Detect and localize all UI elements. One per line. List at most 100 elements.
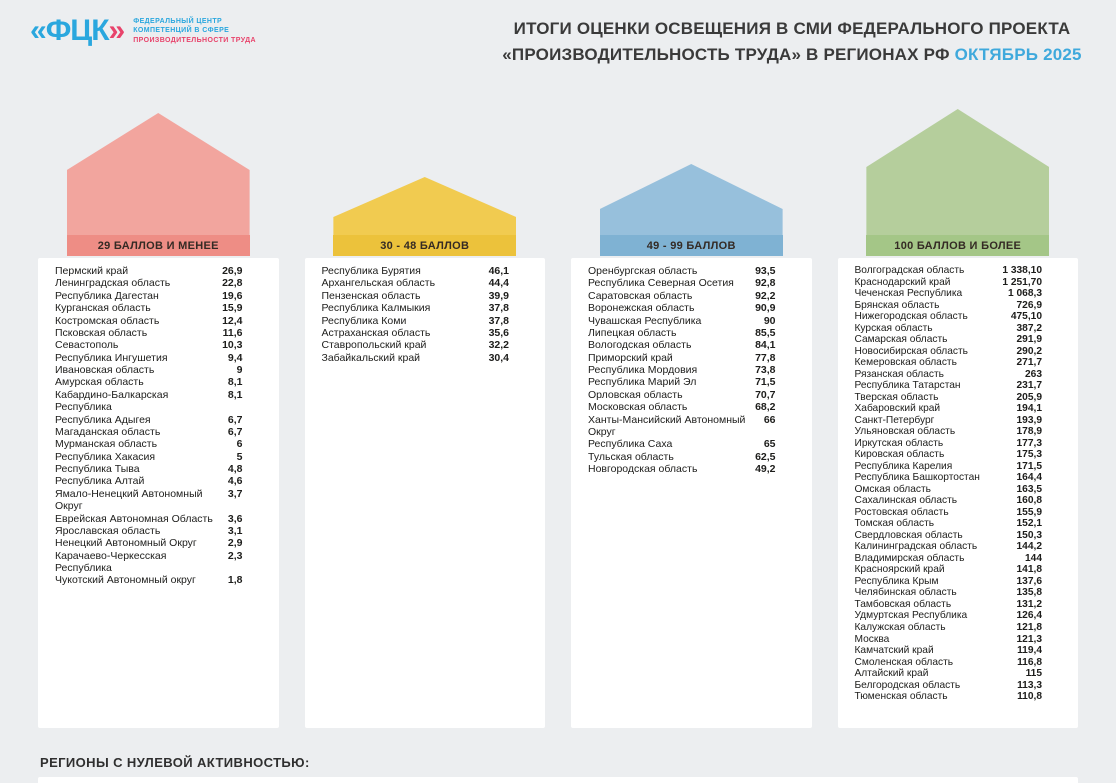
region-row: Ярославская область 3,1	[55, 525, 243, 537]
region-value: 135,8	[1016, 587, 1043, 599]
region-name: Липецкая область	[588, 326, 677, 339]
region-row: Липецкая область 85,5	[588, 327, 776, 339]
region-name: Амурская область	[55, 376, 144, 389]
region-row: Тульская область 62,5	[588, 451, 776, 463]
region-list: Волгоградская область 1 338,10 Краснодарск…	[855, 265, 1043, 703]
region-row: Калининградская область 144,2	[855, 541, 1043, 553]
region-row: Ямало-Ненецкий Автономный Округ 3,7	[55, 488, 243, 513]
region-row: Республика Северная Осетия 92,8	[588, 277, 776, 289]
region-name: Республика Алтай	[55, 475, 145, 488]
region-row: Забайкальский край 30,4	[322, 352, 510, 364]
region-name: Тверская область	[854, 391, 939, 403]
region-name: Кировская область	[854, 449, 945, 461]
region-name: Смоленская область	[854, 656, 954, 668]
region-value: 150,3	[1016, 529, 1043, 541]
region-name: Республика Ингушетия	[55, 351, 168, 364]
region-value: 10,3	[222, 339, 243, 352]
region-value: 8,1	[227, 376, 243, 389]
region-row: Республика Дагестан 19,6	[55, 290, 243, 302]
region-value: 178,9	[1016, 426, 1043, 438]
header: «ФЦК» ФЕДЕРАЛЬНЫЙ ЦЕНТР КОМПЕТЕНЦИЙ В СФ…	[30, 16, 1092, 69]
region-value: 121,8	[1016, 621, 1043, 633]
region-value: 37,8	[488, 302, 509, 315]
region-value: 9,4	[227, 351, 243, 364]
region-row: Тамбовская область 131,2	[855, 599, 1043, 611]
region-value: 62,5	[755, 450, 776, 463]
region-row: Хабаровский край 194,1	[855, 403, 1043, 415]
region-name: Республика Татарстан	[854, 380, 961, 392]
region-name: Приморский край	[588, 351, 673, 364]
region-name: Ставропольский край	[321, 339, 427, 352]
region-name: Республика Хакасия	[55, 450, 156, 463]
region-row: Челябинская область 135,8	[855, 587, 1043, 599]
region-value: 6,7	[227, 413, 243, 426]
region-value: 12,4	[222, 314, 243, 327]
region-row: Московская область 68,2	[588, 401, 776, 413]
region-value: 5	[236, 450, 243, 463]
category-band: 49 - 99 БАЛЛОВ	[599, 235, 783, 256]
region-row: Республика Карелия 171,5	[855, 461, 1043, 473]
region-list-card: Волгоградская область 1 338,10 Краснодарск…	[837, 258, 1078, 728]
region-name: Севастополь	[55, 339, 119, 352]
region-row: Калужская область 121,8	[855, 622, 1043, 634]
region-value: 175,3	[1016, 449, 1043, 461]
region-row: Тверская область 205,9	[855, 392, 1043, 404]
region-list-card: Оренбургская область 93,5 Республика Север…	[571, 258, 812, 728]
region-name: Томская область	[854, 518, 935, 530]
region-name: Забайкальский край	[321, 351, 421, 364]
fck-logo: «ФЦК» ФЕДЕРАЛЬНЫЙ ЦЕНТР КОМПЕТЕНЦИЙ В СФ…	[30, 16, 256, 46]
region-value: 144	[1025, 552, 1042, 564]
region-row: Республика Тыва 4,8	[55, 463, 243, 475]
region-row: Рязанская область 263	[855, 369, 1043, 381]
region-value: 1 251,70	[1002, 276, 1042, 288]
region-name: Оренбургская область	[588, 265, 698, 277]
region-row: Республика Адыгея 6,7	[55, 414, 243, 426]
region-value: 271,7	[1016, 357, 1043, 369]
house-area	[599, 106, 783, 235]
region-row: Курская область 387,2	[855, 323, 1043, 335]
region-list: Пермский край 26,9 Ленинградская область 22…	[55, 265, 243, 587]
region-name: Курская область	[854, 322, 933, 334]
region-row: Воронежская область 90,9	[588, 302, 776, 314]
region-row: Ивановская область 9	[55, 364, 243, 376]
score-column-under-29: 29 БАЛЛОВ И МЕНЕЕ Пермский край 26,9 Ленин…	[38, 106, 279, 728]
region-name: Белгородская область	[854, 679, 961, 691]
region-value: 93,5	[755, 265, 776, 277]
region-row: Вологодская область 84,1	[588, 339, 776, 351]
score-column-100-plus: 100 БАЛЛОВ И БОЛЕЕ Волгоградская область…	[837, 106, 1078, 728]
title-line2: «ПРОИЗВОДИТЕЛЬНОСТЬ ТРУДА» В РЕГИОНАХ РФ…	[492, 42, 1092, 68]
region-row: Волгоградская область 1 338,10	[855, 265, 1043, 277]
region-value: 171,5	[1016, 460, 1043, 472]
region-row: Новгородская область 49,2	[588, 463, 776, 475]
region-value: 32,2	[488, 339, 509, 352]
region-row: Карачаево-Черкесская Республика 2,3	[55, 550, 243, 575]
region-value: 160,8	[1016, 495, 1043, 507]
region-value: 19,6	[222, 289, 243, 302]
region-row: Республика Алтай 4,6	[55, 475, 243, 487]
region-name: Карачаево-Черкесская Республика	[55, 549, 167, 574]
region-name: Челябинская область	[854, 587, 957, 599]
logo-text-line3: ПРОИЗВОДИТЕЛЬНОСТИ ТРУДА	[133, 36, 256, 44]
region-name: Хабаровский край	[854, 403, 941, 415]
region-name: Ярославская область	[55, 524, 161, 537]
region-name: Свердловская область	[854, 529, 963, 541]
region-value: 291,9	[1016, 334, 1043, 346]
region-row: Алтайский край 115	[855, 668, 1043, 680]
region-name: Республика Крым	[854, 575, 939, 587]
region-name: Ульяновская область	[854, 426, 956, 438]
region-name: Пензенская область	[321, 289, 421, 302]
region-value: 90,9	[755, 302, 776, 315]
region-name: Московская область	[588, 401, 688, 414]
region-name: Нижегородская область	[854, 311, 968, 323]
region-row: Ставропольский край 32,2	[322, 339, 510, 351]
region-value: 2,9	[227, 537, 243, 550]
region-row: Орловская область 70,7	[588, 389, 776, 401]
title-line1: ИТОГИ ОЦЕНКИ ОСВЕЩЕНИЯ В СМИ ФЕДЕРАЛЬНОГ…	[513, 19, 1071, 38]
region-value: 66	[763, 413, 776, 426]
region-name: Псковская область	[55, 326, 148, 339]
page-title: ИТОГИ ОЦЕНКИ ОСВЕЩЕНИЯ В СМИ ФЕДЕРАЛЬНОГ…	[492, 16, 1092, 69]
region-row: Сахалинская область 160,8	[855, 495, 1043, 507]
region-list-card: Республика Бурятия 46,1 Архангельская обла…	[304, 258, 545, 728]
region-value: 22,8	[222, 277, 243, 290]
region-name: Республика Бурятия	[321, 265, 421, 277]
